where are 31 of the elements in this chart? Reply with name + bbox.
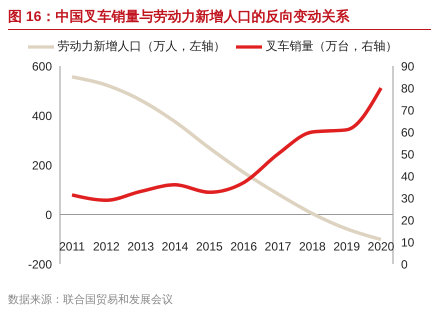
y2-tick-label: 90 [401,59,415,74]
y-tick-label: 400 [32,108,52,123]
y-tick-label: 600 [32,59,52,74]
x-tick-label: 2015 [196,240,224,254]
y2-tick-label: 20 [401,213,415,228]
x-tick-label: 2019 [333,240,360,254]
y2-tick-label: 40 [401,169,415,184]
x-tick-label: 2018 [298,240,326,254]
source-note: 数据来源：联合国贸易和发展会议 [8,292,174,307]
x-tick-label: 2012 [92,240,120,254]
x-tick-label: 2016 [230,240,258,254]
y2-tick-label: 10 [401,235,415,250]
x-tick-label: 2017 [264,240,292,254]
y2-tick-label: 60 [401,125,415,140]
line-series [70,86,383,202]
line-series [70,75,383,242]
x-tick-label: 2013 [127,240,154,254]
y2-tick-label: 30 [401,191,415,206]
y2-tick-label: 80 [401,81,415,96]
legend-label: 叉车销量（万台，右轴） [266,39,398,54]
x-tick-label: 2020 [368,240,395,254]
chart-title: 图 16：中国叉车销量与劳动力新增人口的反向变动关系 [8,8,431,30]
legend-label: 劳动力新增人口（万人，左轴） [58,39,226,54]
y2-tick-label: 70 [401,103,415,118]
x-tick-label: 2011 [59,240,86,254]
y-tick-label: -200 [28,257,52,272]
y2-tick-label: 50 [401,147,415,162]
y2-tick-label: 0 [401,257,408,272]
x-tick-label: 2014 [162,240,189,254]
y-tick-label: 200 [32,158,52,172]
y-tick-label: 0 [45,208,52,222]
